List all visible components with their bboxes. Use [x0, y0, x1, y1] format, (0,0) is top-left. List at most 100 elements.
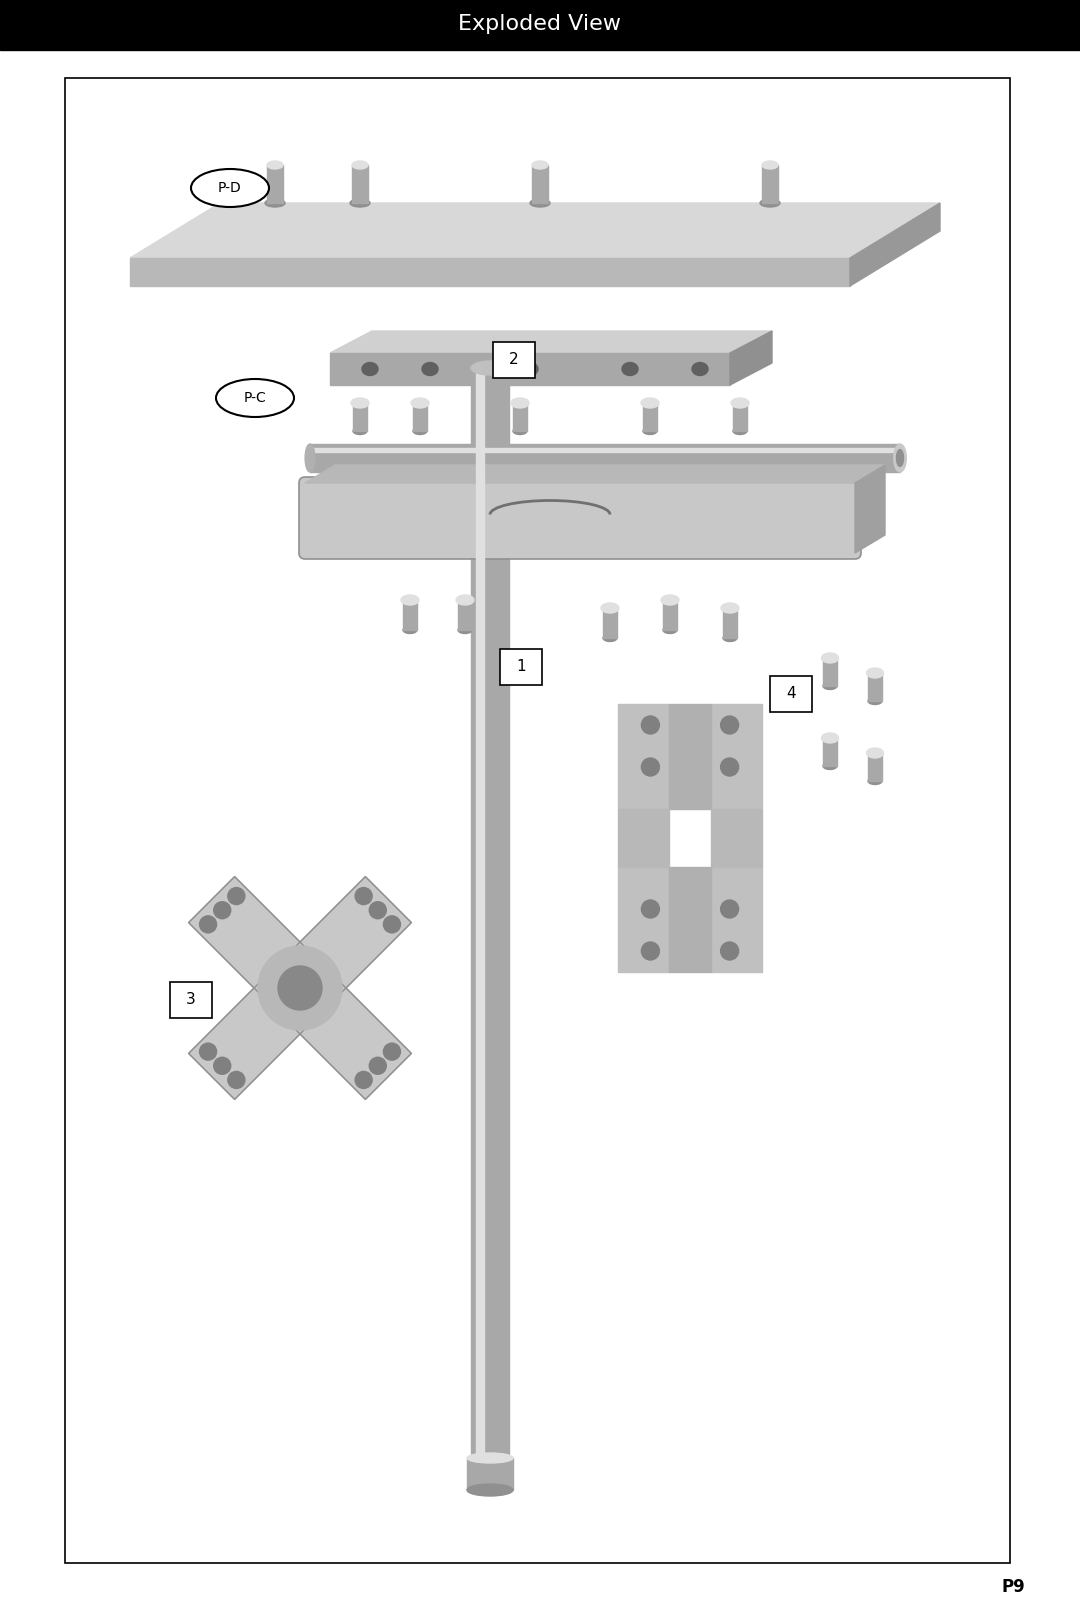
Ellipse shape [362, 362, 378, 375]
Circle shape [369, 1057, 387, 1074]
Ellipse shape [513, 427, 527, 435]
Polygon shape [855, 464, 885, 553]
Ellipse shape [350, 199, 370, 207]
Ellipse shape [422, 362, 438, 375]
Ellipse shape [643, 427, 657, 435]
Polygon shape [850, 202, 940, 286]
Ellipse shape [866, 668, 883, 678]
Circle shape [369, 901, 387, 919]
Text: P-C: P-C [244, 392, 267, 404]
Ellipse shape [267, 162, 283, 168]
Bar [467, 1458, 513, 1490]
Bar [352, 165, 368, 202]
Bar [823, 738, 837, 765]
Bar [130, 257, 850, 286]
Ellipse shape [458, 626, 472, 634]
Bar [0, 0, 1080, 50]
Ellipse shape [511, 398, 529, 408]
Circle shape [228, 888, 245, 904]
Polygon shape [618, 704, 669, 809]
FancyBboxPatch shape [500, 649, 542, 684]
Circle shape [642, 900, 660, 917]
Ellipse shape [411, 398, 429, 408]
Bar [868, 752, 882, 781]
Polygon shape [711, 704, 762, 809]
Circle shape [200, 1044, 217, 1060]
FancyBboxPatch shape [299, 477, 861, 558]
Bar [65, 78, 1010, 1563]
Text: P-D: P-D [218, 181, 242, 196]
Bar [532, 165, 548, 202]
Text: 2: 2 [509, 353, 518, 367]
FancyBboxPatch shape [492, 341, 535, 379]
Bar [403, 600, 417, 629]
Ellipse shape [723, 634, 737, 641]
Ellipse shape [351, 398, 369, 408]
Circle shape [214, 1057, 231, 1074]
Ellipse shape [467, 1484, 513, 1497]
Polygon shape [130, 202, 940, 257]
FancyBboxPatch shape [770, 676, 812, 712]
Ellipse shape [352, 162, 368, 168]
Circle shape [355, 1071, 373, 1089]
Polygon shape [618, 867, 669, 972]
Circle shape [720, 757, 739, 777]
Ellipse shape [530, 199, 550, 207]
Bar [643, 403, 657, 430]
Ellipse shape [216, 379, 294, 417]
Ellipse shape [265, 199, 285, 207]
Ellipse shape [401, 595, 419, 605]
Bar [723, 608, 737, 637]
Polygon shape [189, 877, 411, 1099]
Ellipse shape [721, 604, 739, 613]
Bar [513, 403, 527, 430]
Polygon shape [711, 867, 762, 972]
Polygon shape [618, 809, 669, 867]
Ellipse shape [868, 778, 882, 785]
Bar [669, 704, 711, 809]
Ellipse shape [661, 595, 679, 605]
Text: P9: P9 [1001, 1578, 1025, 1595]
Ellipse shape [353, 427, 367, 435]
Circle shape [278, 966, 322, 1010]
Ellipse shape [823, 683, 837, 689]
Polygon shape [189, 877, 411, 1099]
Ellipse shape [822, 733, 838, 743]
Bar [823, 659, 837, 686]
Ellipse shape [403, 626, 417, 634]
Ellipse shape [603, 634, 617, 641]
Circle shape [214, 901, 231, 919]
Ellipse shape [823, 762, 837, 770]
Bar [663, 600, 677, 629]
Ellipse shape [471, 361, 509, 375]
Polygon shape [711, 809, 762, 867]
Ellipse shape [306, 443, 315, 472]
Circle shape [720, 942, 739, 959]
Polygon shape [189, 877, 411, 1099]
Circle shape [642, 757, 660, 777]
Ellipse shape [467, 1453, 513, 1463]
Ellipse shape [532, 162, 548, 168]
Polygon shape [189, 877, 411, 1099]
Ellipse shape [731, 398, 750, 408]
Circle shape [383, 916, 401, 934]
Text: 1: 1 [516, 660, 526, 675]
Polygon shape [305, 464, 885, 484]
Ellipse shape [822, 654, 838, 663]
Circle shape [228, 1071, 245, 1089]
Ellipse shape [191, 168, 269, 207]
Bar [267, 165, 283, 202]
Ellipse shape [896, 450, 904, 466]
Circle shape [720, 717, 739, 735]
Ellipse shape [413, 427, 427, 435]
Polygon shape [330, 332, 772, 353]
Circle shape [258, 947, 342, 1031]
Ellipse shape [760, 199, 780, 207]
Circle shape [720, 900, 739, 917]
Circle shape [642, 717, 660, 735]
Ellipse shape [762, 162, 778, 168]
Ellipse shape [522, 362, 538, 375]
Bar [471, 367, 509, 1458]
Text: 4: 4 [786, 686, 796, 702]
Ellipse shape [622, 362, 638, 375]
